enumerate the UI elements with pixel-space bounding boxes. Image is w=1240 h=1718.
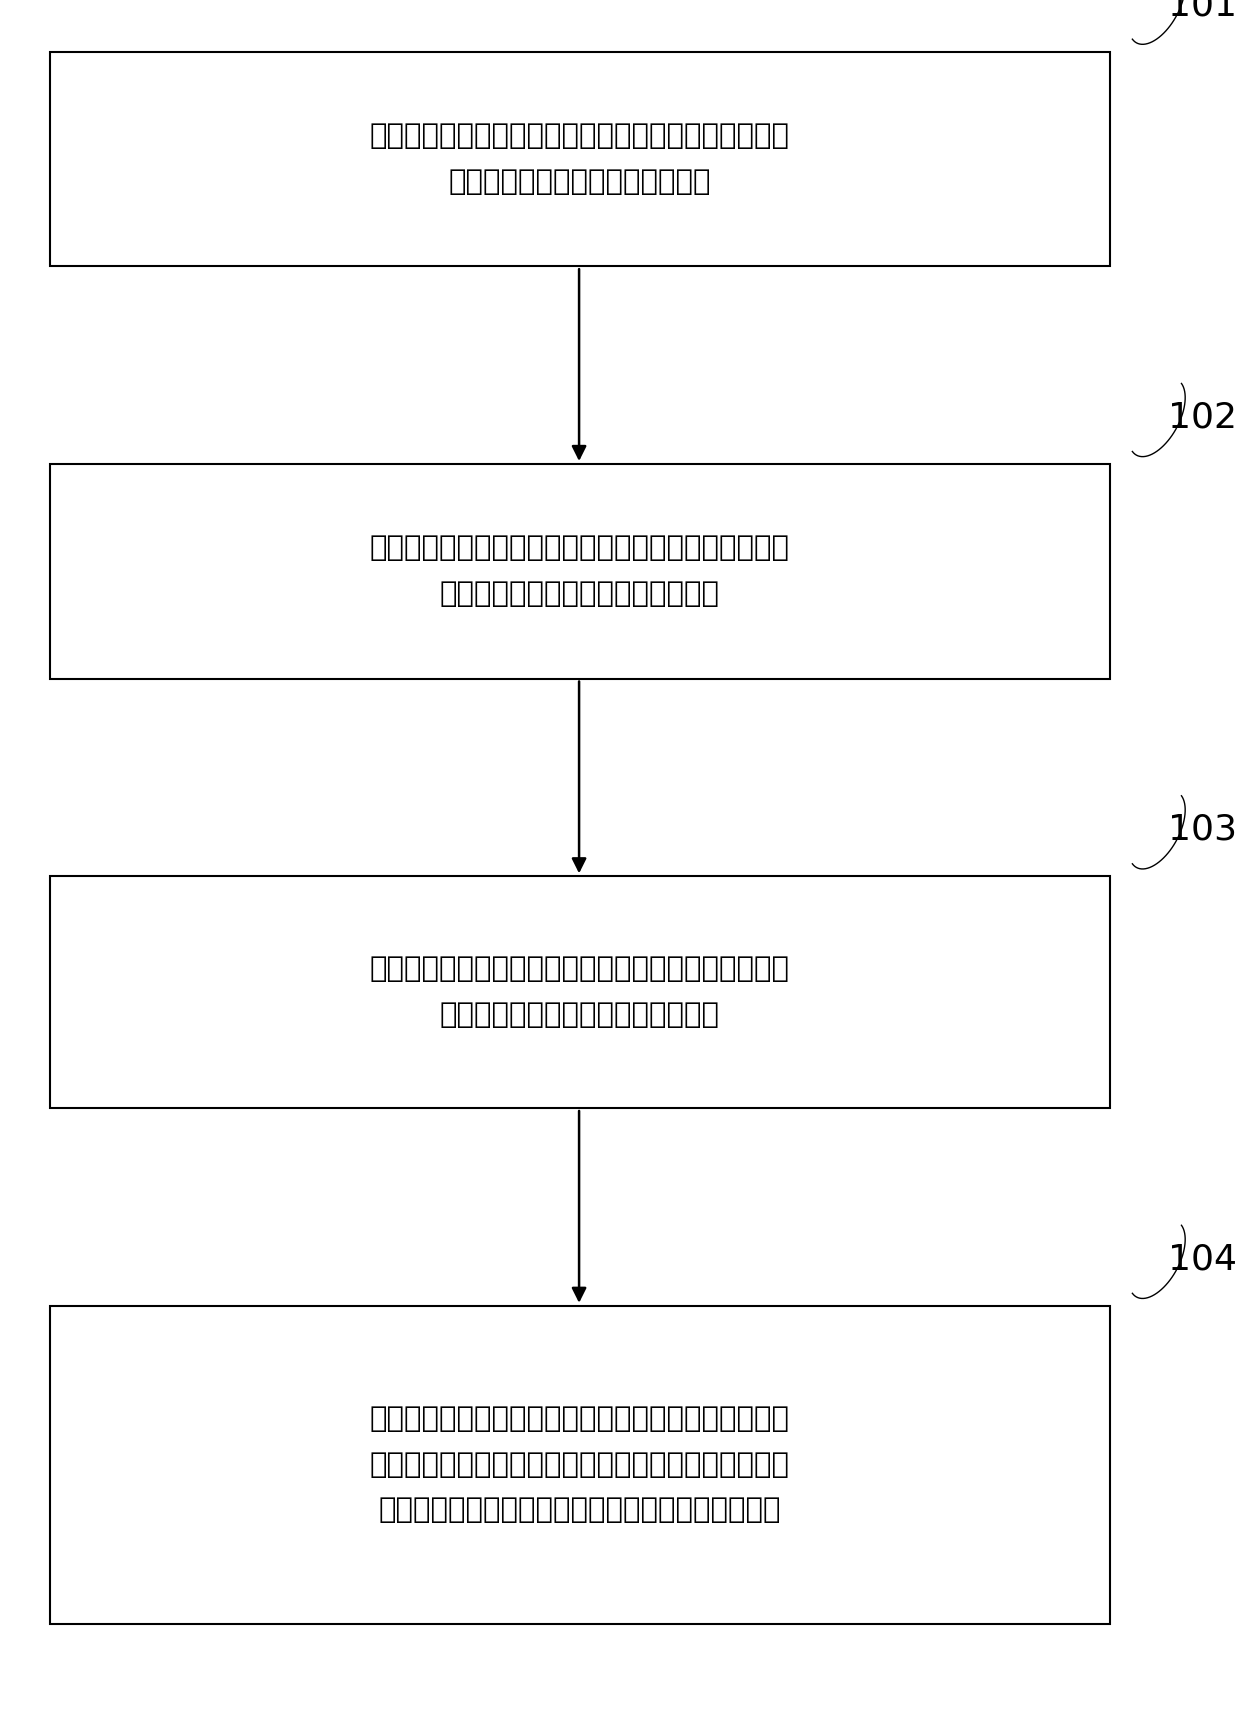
Text: 利用最小二乘与总体最小二乘混合法对各个所述初步道
路线形单元进行平差，得出线形参数: 利用最小二乘与总体最小二乘混合法对各个所述初步道 路线形单元进行平差，得出线形参… [370, 534, 790, 608]
Text: 104: 104 [1168, 1242, 1238, 1276]
Bar [50, 464, 1110, 679]
Text: 采用图像空间到参数空间的变换对道路中心线坐标进行
线形检测，获得初步道路线形单元: 采用图像空间到参数空间的变换对道路中心线坐标进行 线形检测，获得初步道路线形单元 [370, 122, 790, 196]
Text: 利用带参数的条件平差对各个所述数据组中的线形参数
进行整体平差，得到符合预定条件的优化线形参数；采
用所述优化线形参数在导航电子地图上描述道路状况: 利用带参数的条件平差对各个所述数据组中的线形参数 进行整体平差，得到符合预定条件… [370, 1405, 790, 1524]
Text: 103: 103 [1168, 813, 1238, 847]
Bar [50, 1306, 1110, 1624]
Text: 102: 102 [1168, 400, 1238, 435]
Text: 对所述线形参数循环执行前后延伸以及平差，直至将所
述线形参数划分到各个对应的数据组: 对所述线形参数循环执行前后延伸以及平差，直至将所 述线形参数划分到各个对应的数据… [370, 955, 790, 1029]
Text: 101: 101 [1168, 0, 1238, 22]
Bar [50, 876, 1110, 1108]
Bar [50, 52, 1110, 266]
